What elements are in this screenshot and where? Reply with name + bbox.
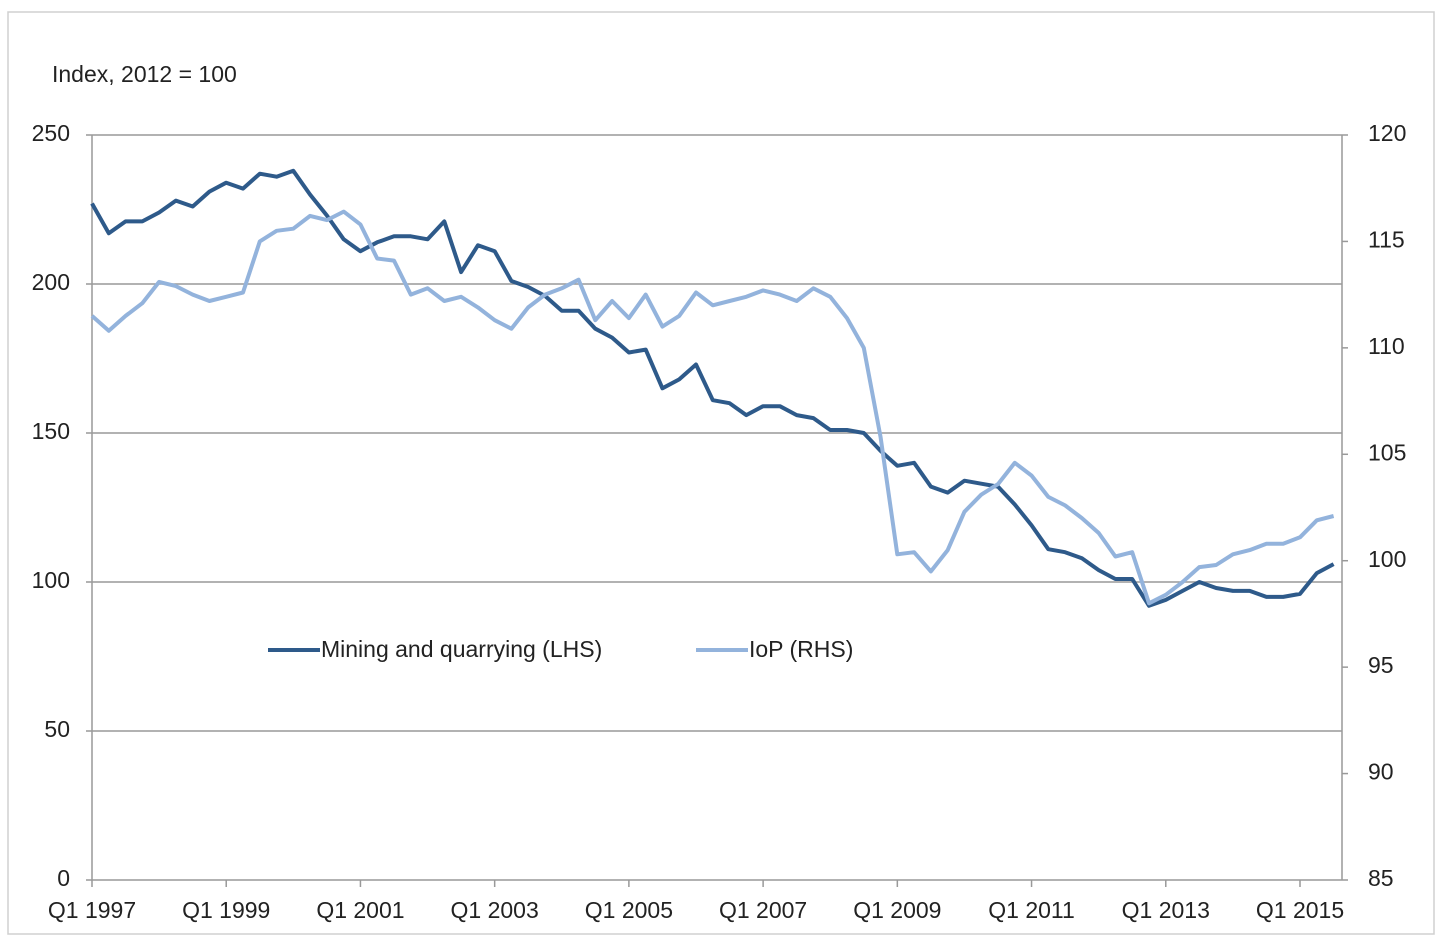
y-tick-label: 250 [32, 120, 70, 146]
y-tick-label: 150 [32, 418, 70, 444]
x-tick-label: Q1 2015 [1256, 897, 1344, 923]
y-tick-label: 0 [57, 865, 70, 891]
y2-tick-label: 100 [1368, 546, 1406, 572]
y2-tick-label: 85 [1368, 865, 1394, 891]
legend-label: IoP (RHS) [749, 636, 853, 662]
x-tick-label: Q1 2007 [719, 897, 807, 923]
y-tick-label: 200 [32, 269, 70, 295]
x-tick-label: Q1 1997 [48, 897, 136, 923]
y2-tick-label: 110 [1368, 333, 1405, 359]
chart-frame [7, 11, 1435, 935]
axis-title: Index, 2012 = 100 [52, 61, 237, 87]
legend-label: Mining and quarrying (LHS) [321, 636, 602, 662]
y-tick-label: 50 [44, 716, 70, 742]
x-tick-label: Q1 2009 [853, 897, 941, 923]
x-tick-label: Q1 2003 [451, 897, 539, 923]
x-tick-label: Q1 2013 [1122, 897, 1210, 923]
y-tick-label: 100 [32, 567, 70, 593]
y2-tick-label: 90 [1368, 759, 1394, 785]
y2-tick-label: 95 [1368, 652, 1394, 678]
x-tick-label: Q1 2005 [585, 897, 673, 923]
x-tick-label: Q1 2011 [988, 897, 1075, 923]
y2-tick-label: 115 [1368, 227, 1405, 253]
series-line [90, 168, 1335, 608]
x-tick-label: Q1 2001 [316, 897, 404, 923]
y2-tick-label: 120 [1368, 120, 1406, 146]
series-line [90, 209, 1335, 606]
x-tick-label: Q1 1999 [182, 897, 270, 923]
y2-tick-label: 105 [1368, 439, 1406, 465]
